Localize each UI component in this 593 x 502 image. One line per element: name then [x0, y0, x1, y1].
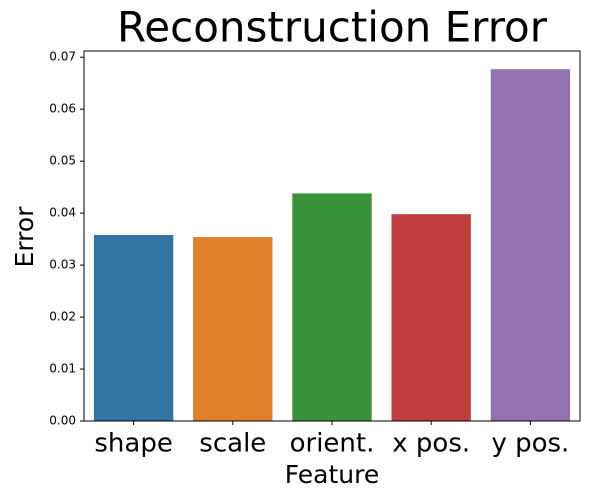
bar — [490, 69, 571, 421]
x-tick-label: x pos. — [392, 429, 470, 459]
y-tick-label: 0.00 — [49, 414, 76, 428]
bar — [292, 193, 372, 421]
bar — [193, 237, 273, 421]
y-tick-label: 0.06 — [49, 102, 76, 116]
y-tick-label: 0.01 — [49, 362, 76, 376]
x-tick-label: orient. — [290, 429, 375, 459]
bar — [93, 234, 174, 421]
y-axis-label: Error — [10, 206, 39, 268]
x-tick-label: y pos. — [491, 429, 569, 459]
y-tick-label: 0.07 — [49, 50, 76, 64]
chart-title: Reconstruction Error — [117, 3, 548, 52]
x-tick-label: scale — [199, 429, 266, 459]
y-tick-label: 0.05 — [49, 154, 76, 168]
x-axis-label: Feature — [285, 460, 379, 489]
y-tick-label: 0.04 — [49, 206, 76, 220]
x-tick-label: shape — [94, 429, 172, 459]
y-tick-label: 0.02 — [49, 310, 76, 324]
plot-frame — [83, 50, 581, 422]
bar — [391, 214, 471, 421]
y-tick-label: 0.03 — [49, 258, 76, 272]
